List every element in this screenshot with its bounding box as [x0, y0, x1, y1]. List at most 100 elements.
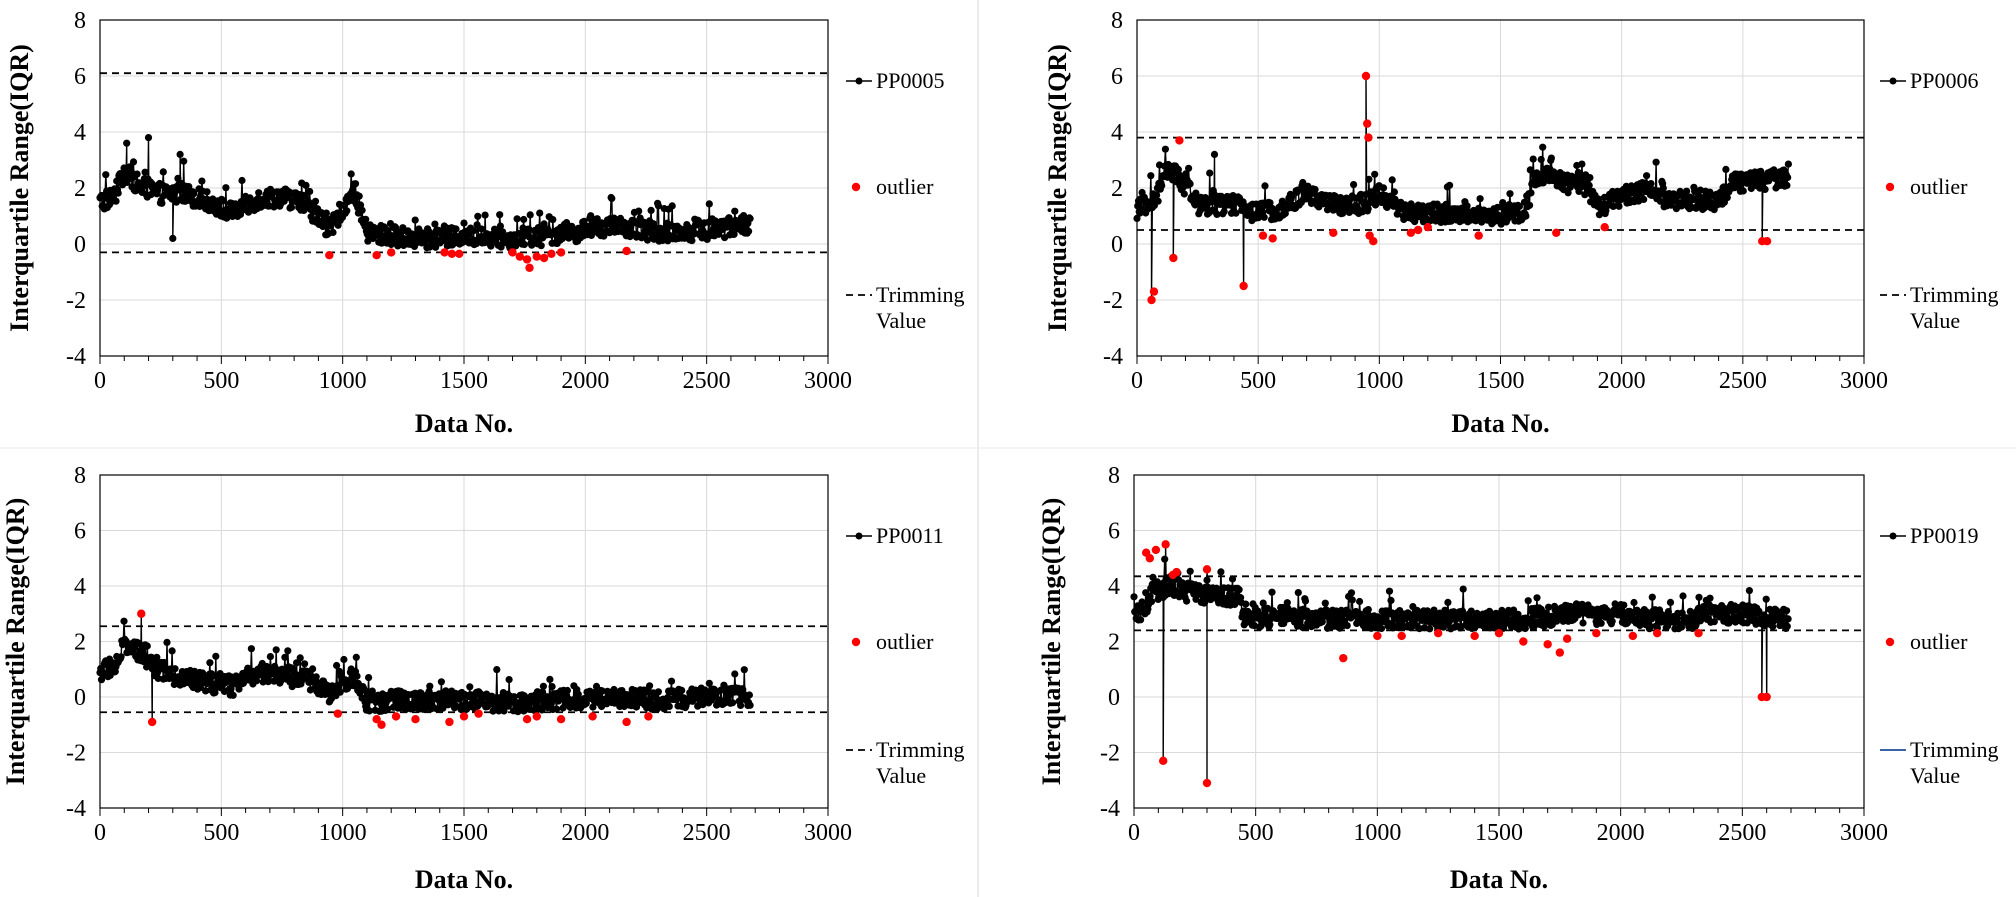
x-tick-label: 2000	[561, 368, 609, 394]
data-point	[180, 157, 188, 165]
data-point	[227, 685, 235, 693]
data-point	[309, 665, 317, 673]
data-point	[1444, 598, 1452, 607]
outlier-point	[1519, 637, 1528, 646]
data-point	[466, 683, 474, 691]
legend-label-outlier: outlier	[1910, 174, 1968, 199]
outlier-point	[1159, 756, 1168, 766]
chart-panel-1: 0 500 1000 1500 2000 2500 3000 -4 -2 0 2 4 6 8 Data N…	[5, 8, 964, 438]
outlier-point	[1762, 237, 1772, 246]
data-point	[1515, 202, 1523, 211]
data-point	[1343, 622, 1351, 630]
data-point	[1506, 190, 1514, 198]
x-tick-label: 1500	[440, 820, 488, 846]
data-point	[169, 234, 177, 242]
data-point	[349, 186, 357, 194]
y-tick-label: 4	[74, 120, 86, 146]
data-point	[1783, 607, 1791, 615]
data-point	[247, 645, 255, 653]
data-point	[474, 212, 482, 220]
outlier-point	[556, 715, 566, 724]
data-point	[1564, 189, 1572, 197]
outlier-point	[1364, 133, 1373, 142]
x-tick-label: 2500	[683, 820, 731, 846]
data-point	[1153, 191, 1161, 199]
data-point	[1235, 586, 1243, 594]
data-point	[737, 701, 745, 710]
data-point	[1579, 619, 1587, 627]
data-point	[206, 659, 214, 667]
data-point	[1390, 188, 1398, 196]
legend: PP0019 outlier Trimming Value	[1880, 523, 1998, 788]
data-point	[639, 695, 647, 703]
data-point	[496, 222, 504, 230]
data-point	[1266, 199, 1274, 207]
outlier-point	[1147, 295, 1156, 305]
data-point	[1536, 172, 1544, 180]
outlier-point	[1423, 223, 1433, 232]
outlier-point	[644, 712, 653, 721]
data-point	[481, 211, 489, 219]
data-point	[1264, 604, 1272, 613]
data-point	[1586, 174, 1594, 182]
legend-swatch-outlier	[851, 637, 861, 647]
data-point	[537, 242, 545, 250]
data-point	[1377, 624, 1386, 633]
x-tick-label: 3000	[804, 368, 852, 394]
data-point	[1348, 596, 1356, 604]
data-point	[114, 189, 122, 197]
data-point	[1526, 201, 1534, 209]
data-point	[143, 642, 151, 650]
data-point	[1220, 207, 1228, 216]
data-point	[353, 672, 361, 680]
data-point	[452, 225, 460, 233]
data-point	[643, 236, 652, 244]
data-point	[1154, 197, 1162, 205]
data-point	[141, 168, 149, 176]
outlier-point	[539, 253, 549, 263]
data-point	[1321, 599, 1329, 607]
data-point	[1597, 619, 1605, 627]
data-point	[731, 207, 739, 215]
y-tick-label: -4	[1103, 344, 1123, 370]
outlier-point	[474, 709, 483, 718]
data-point	[1706, 594, 1714, 602]
data-point	[343, 207, 351, 215]
data-point	[384, 705, 392, 713]
data-point	[1217, 568, 1225, 576]
data-point	[117, 653, 125, 661]
outlier-point	[1552, 228, 1561, 237]
data-point	[312, 673, 320, 681]
x-tick-label: 2000	[1598, 368, 1646, 394]
outlier-point	[147, 717, 157, 727]
data-point	[640, 218, 648, 226]
x-tick-label: 1000	[1353, 820, 1401, 846]
outlier-point	[1161, 540, 1170, 549]
x-tick-label: 2500	[1719, 368, 1767, 394]
data-point	[705, 679, 713, 687]
data-point	[1203, 576, 1211, 584]
outlier-point	[1239, 281, 1248, 291]
data-point	[1311, 185, 1319, 194]
data-point	[431, 220, 439, 228]
outlier-point	[588, 712, 597, 721]
data-point	[176, 150, 184, 158]
data-point	[235, 685, 243, 693]
outlier-point	[1433, 628, 1443, 638]
y-tick-label: -4	[66, 796, 86, 822]
data-point	[1228, 575, 1237, 583]
y-tick-label: 6	[74, 519, 86, 545]
data-point	[161, 662, 169, 671]
data-point	[1647, 180, 1655, 188]
outlier-point	[411, 715, 420, 724]
plot-frame	[99, 19, 829, 357]
outlier-point	[325, 251, 334, 260]
data-point	[1242, 600, 1250, 608]
y-tick-label: 8	[74, 8, 86, 34]
data-point	[174, 174, 182, 182]
outlier-point	[1628, 631, 1638, 641]
data-point	[1577, 183, 1585, 191]
y-tick-label: -2	[1100, 741, 1120, 767]
data-point	[1659, 184, 1667, 192]
